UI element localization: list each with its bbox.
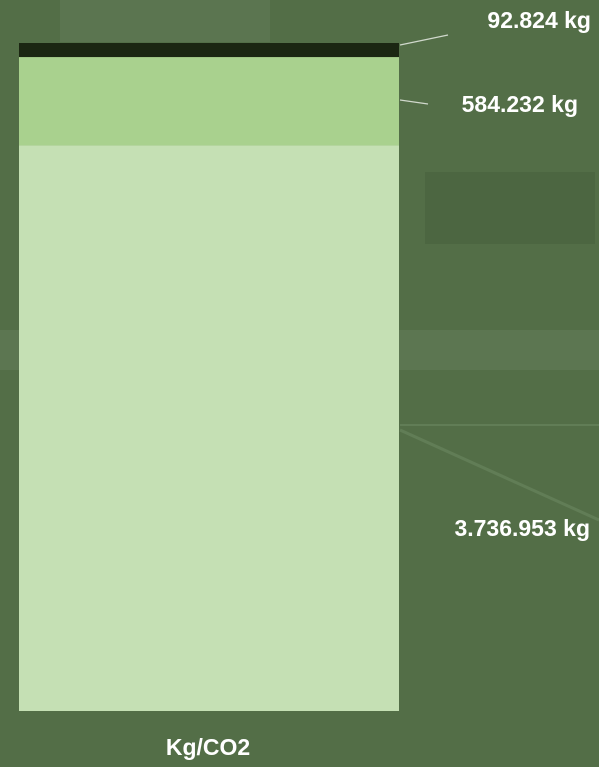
x-tick-label: Kg/CO2	[166, 734, 250, 760]
chart: Kg/CO2 3.736.953 kg 584.232 kg 92.824 kg	[0, 0, 599, 767]
bar-segment	[19, 145, 399, 711]
data-label: 3.736.953 kg	[454, 515, 590, 541]
page: Kg/CO2 3.736.953 kg584.232 kg92.824 kg (…	[0, 0, 599, 767]
data-label: 584.232 kg	[462, 91, 578, 117]
bar-segment	[19, 43, 399, 57]
data-label: 92.824 kg	[487, 7, 591, 33]
bar-segment	[19, 57, 399, 145]
